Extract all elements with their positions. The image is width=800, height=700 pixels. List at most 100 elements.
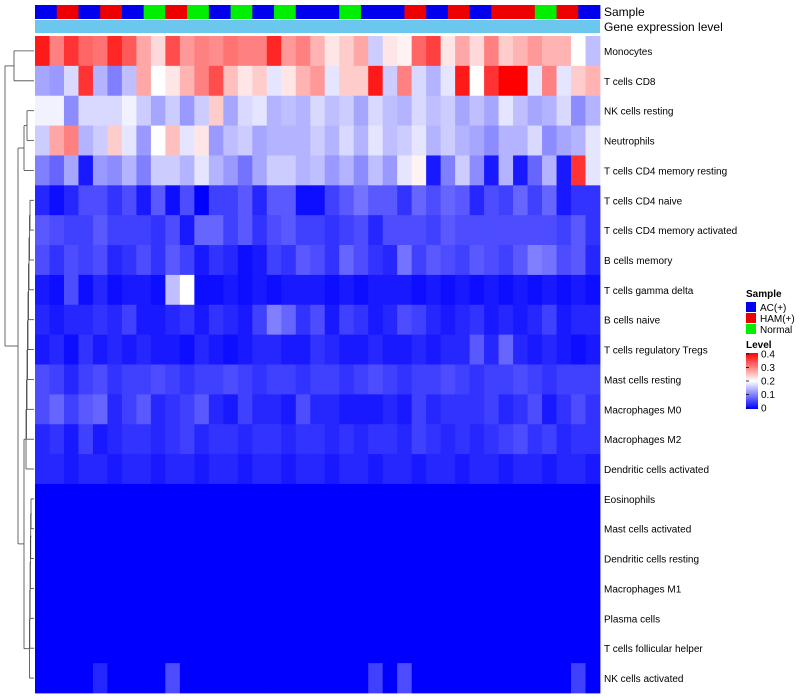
heatmap-cell xyxy=(281,304,297,336)
sample-annotation-cell xyxy=(534,5,557,19)
heatmap-cell xyxy=(339,155,355,186)
heatmap-cell xyxy=(78,155,94,186)
heatmap-cell xyxy=(165,483,181,515)
heatmap-cell xyxy=(194,513,210,545)
heatmap-cell xyxy=(63,155,79,186)
heatmap-cell xyxy=(469,215,485,246)
heatmap-cell xyxy=(150,36,166,67)
heatmap-cell xyxy=(281,603,297,634)
heatmap-cell xyxy=(237,65,253,97)
heatmap-cell xyxy=(121,304,137,336)
heatmap-cell xyxy=(63,424,79,455)
heatmap-cell xyxy=(556,663,572,694)
heatmap-cell xyxy=(455,274,471,306)
heatmap-cell xyxy=(527,125,543,156)
heatmap-cell xyxy=(411,334,427,365)
heatmap-cell xyxy=(324,185,340,216)
heatmap-cell xyxy=(35,603,50,634)
heatmap-cell xyxy=(324,394,340,425)
heatmap-cell xyxy=(571,245,586,276)
heatmap-cell xyxy=(484,454,499,485)
heatmap-cell xyxy=(179,573,195,604)
heatmap-cell xyxy=(455,334,471,365)
heatmap-cell xyxy=(368,274,384,306)
heatmap-cell xyxy=(455,543,471,574)
heatmap-cell xyxy=(107,125,123,156)
heatmap-cell xyxy=(571,663,586,694)
heatmap-cell xyxy=(426,454,442,485)
heatmap-cell xyxy=(585,185,601,216)
heatmap-cell xyxy=(165,573,181,604)
heatmap-cell xyxy=(223,663,239,694)
heatmap-cell xyxy=(121,65,137,97)
heatmap-cell xyxy=(527,155,543,186)
heatmap-cell xyxy=(353,65,369,97)
heatmap-cell xyxy=(63,125,79,156)
level-legend-tick-label: 0.2 xyxy=(761,377,775,388)
heatmap-cell xyxy=(542,424,557,455)
heatmap-cell xyxy=(107,155,123,186)
heatmap-cell xyxy=(179,663,195,694)
heatmap-cell xyxy=(556,603,572,634)
heatmap-cell xyxy=(63,633,79,664)
heatmap-cell xyxy=(266,334,282,365)
heatmap-cell xyxy=(295,424,311,455)
heatmap-cell xyxy=(397,185,413,216)
expression-annotation-track xyxy=(35,20,600,33)
heatmap-cell xyxy=(78,334,94,365)
heatmap-cell xyxy=(252,185,268,216)
heatmap-cell xyxy=(397,274,413,306)
heatmap-cell xyxy=(426,663,442,694)
heatmap-cell xyxy=(35,394,50,425)
heatmap-cell xyxy=(295,573,311,604)
heatmap-cell xyxy=(49,424,65,455)
heatmap-cell xyxy=(179,364,195,395)
heatmap-cell xyxy=(353,394,369,425)
heatmap-cell xyxy=(585,573,601,604)
heatmap-cell xyxy=(484,513,499,545)
heatmap-cell xyxy=(281,334,297,365)
heatmap-cell xyxy=(368,364,384,395)
heatmap-cell xyxy=(179,543,195,574)
heatmap-cell xyxy=(440,215,456,246)
heatmap-cell xyxy=(571,603,586,634)
heatmap-cell xyxy=(498,274,514,306)
heatmap-cell xyxy=(165,95,181,126)
heatmap-cell xyxy=(455,573,471,604)
heatmap-cell xyxy=(339,65,355,97)
heatmap-cell xyxy=(281,663,297,694)
heatmap-cell xyxy=(223,424,239,455)
heatmap-cell xyxy=(324,364,340,395)
heatmap-cell xyxy=(150,65,166,97)
heatmap-cell xyxy=(339,424,355,455)
heatmap-cell xyxy=(223,65,239,97)
heatmap-cell xyxy=(92,215,108,246)
heatmap-cell xyxy=(295,245,311,276)
heatmap-cell xyxy=(571,633,586,664)
heatmap-cell xyxy=(107,185,123,216)
heatmap-cell xyxy=(455,603,471,634)
heatmap-cell xyxy=(513,513,528,545)
heatmap-cell xyxy=(63,364,79,395)
heatmap-cell xyxy=(179,155,195,186)
heatmap-cell xyxy=(397,36,413,67)
heatmap-cell xyxy=(498,483,514,515)
heatmap-cell xyxy=(121,483,137,515)
heatmap-cell xyxy=(324,334,340,365)
heatmap-cell xyxy=(78,454,94,485)
heatmap-cell xyxy=(556,513,572,545)
heatmap-cell xyxy=(107,304,123,336)
heatmap-cell xyxy=(179,125,195,156)
heatmap-cell xyxy=(455,483,471,515)
heatmap-cell xyxy=(484,95,499,126)
heatmap-cell xyxy=(382,185,398,216)
heatmap-cell xyxy=(150,245,166,276)
heatmap-cell xyxy=(353,274,369,306)
heatmap-cell xyxy=(266,394,282,425)
heatmap-cell xyxy=(368,633,384,664)
heatmap-cell xyxy=(208,633,224,664)
heatmap-cell xyxy=(295,125,311,156)
heatmap-cell xyxy=(585,304,601,336)
row-label: T cells regulatory Tregs xyxy=(604,346,708,357)
